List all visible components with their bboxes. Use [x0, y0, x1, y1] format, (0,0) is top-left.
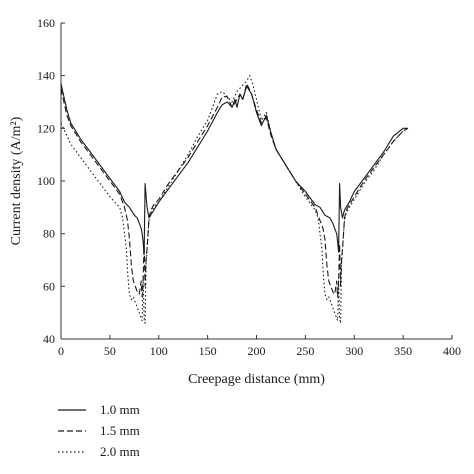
series-line-3	[60, 75, 409, 324]
x-tick-label: 350	[394, 344, 412, 358]
y-tick-label: 160	[37, 16, 55, 30]
legend: 1.0 mm 1.5 mm 2.0 mm	[58, 402, 140, 459]
series-line-1	[60, 83, 408, 256]
x-tick-label: 0	[58, 344, 64, 358]
x-tick-label: 50	[104, 344, 116, 358]
series-lines	[60, 75, 409, 324]
y-tick-label: 100	[37, 174, 55, 188]
x-axis-label: Creepage distance (mm)	[188, 372, 325, 387]
y-tick-label: 40	[43, 332, 55, 346]
legend-label: 2.0 mm	[100, 444, 140, 459]
x-tick-label: 200	[248, 344, 266, 358]
y-axis-label: Current density (A/m²)	[9, 116, 24, 245]
legend-label: 1.5 mm	[100, 423, 140, 438]
x-tick-label: 400	[443, 344, 461, 358]
y-tick-label: 140	[37, 69, 55, 83]
x-tick-label: 250	[296, 344, 314, 358]
x-tick-label: 150	[199, 344, 217, 358]
legend-label: 1.0 mm	[100, 402, 140, 417]
x-tick-label: 300	[345, 344, 363, 358]
y-tick-label: 120	[37, 121, 55, 135]
y-tick-label: 60	[43, 279, 55, 293]
series-line-2	[60, 83, 409, 298]
axes: 40 60 80 100 120 140 160 0 50 100 150 200 250 300 350 4…	[37, 16, 461, 358]
x-tick-label: 100	[150, 344, 168, 358]
y-tick-label: 80	[43, 227, 55, 241]
